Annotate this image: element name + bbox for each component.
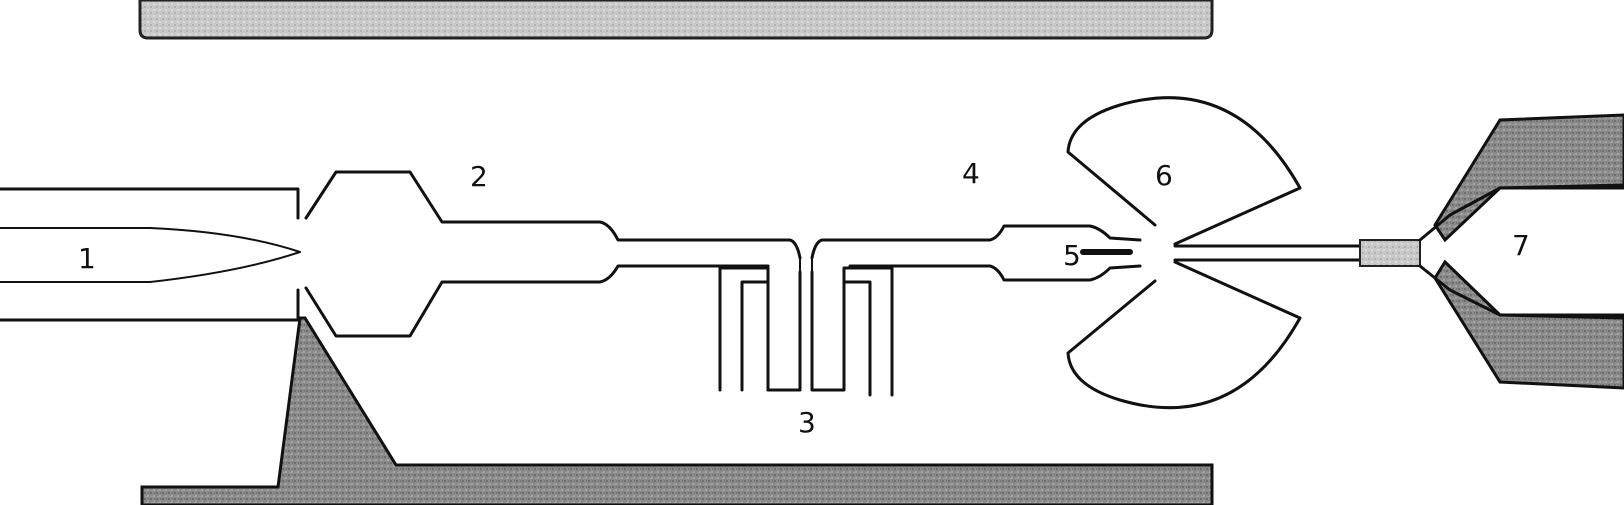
transmission-line-4[interactable] — [810, 224, 1142, 282]
radial-stub-6[interactable] — [1066, 96, 1302, 410]
label-6: 6 — [1155, 159, 1173, 192]
label-2: 2 — [470, 160, 488, 193]
label-1: 1 — [78, 242, 96, 275]
bottom-ground-plane — [140, 316, 1214, 505]
output-connector-pad[interactable] — [1359, 239, 1421, 267]
label-5: 5 — [1063, 239, 1081, 272]
input-taper-probe[interactable] — [0, 227, 301, 283]
right-ground-lower — [1433, 259, 1624, 390]
output-transition-7[interactable] — [1418, 186, 1624, 317]
label-4: 4 — [962, 157, 980, 190]
right-ground-upper — [1433, 113, 1624, 243]
top-ground-plane — [138, 0, 1214, 40]
transformer-section-2[interactable] — [304, 170, 802, 392]
output-line[interactable] — [1173, 244, 1362, 262]
label-3: 3 — [798, 406, 816, 439]
meander-filter-3[interactable] — [718, 258, 894, 397]
input-line-outline[interactable] — [0, 187, 300, 322]
label-7: 7 — [1512, 229, 1530, 262]
